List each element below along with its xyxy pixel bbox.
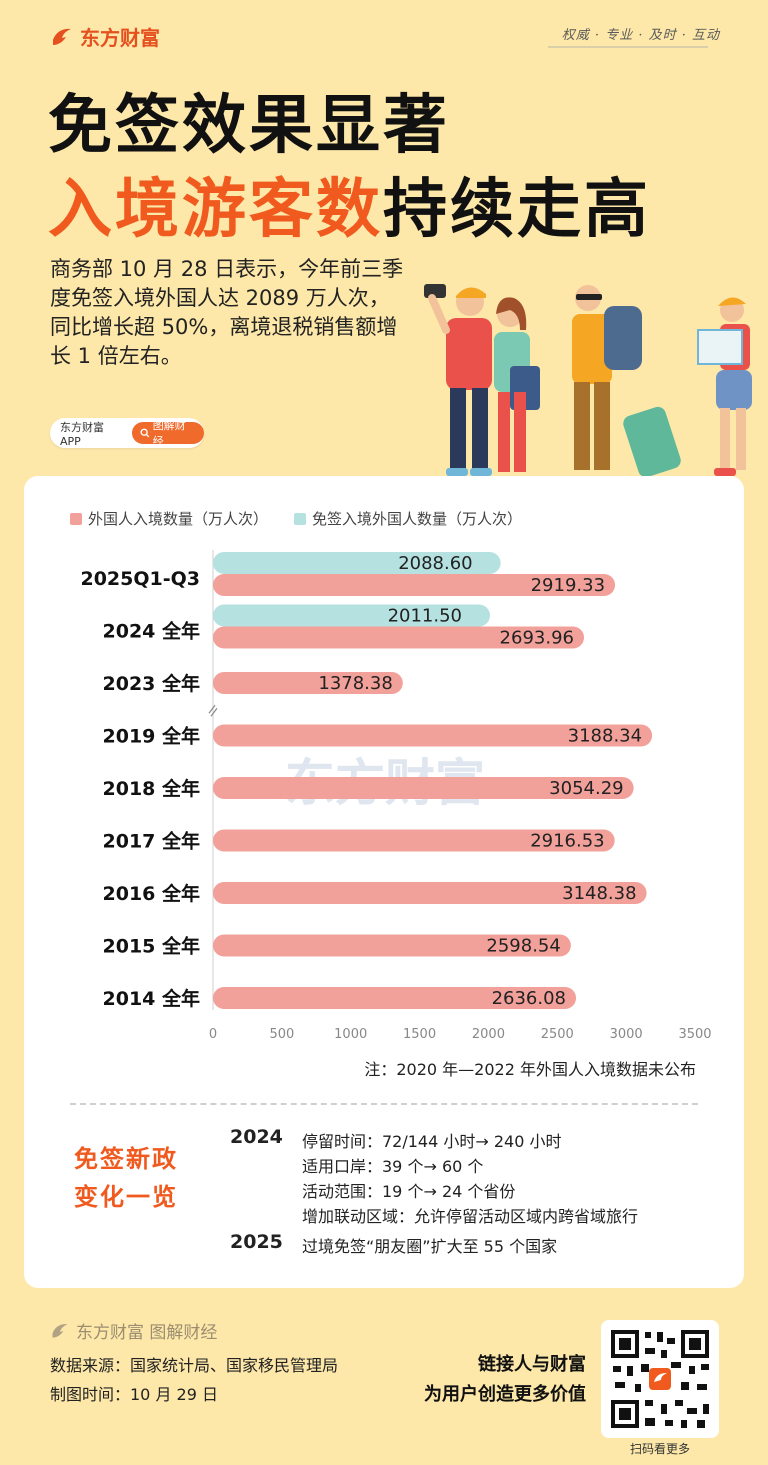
bar-visa-free-value-label: 2088.60: [398, 553, 472, 574]
bar-total-value-label: 3188.34: [568, 726, 642, 747]
bar-total: [213, 934, 571, 957]
x-tick-label: 0: [209, 1027, 217, 1042]
brand-tagline: 权威 · 专业 · 及时 · 互动: [561, 28, 720, 43]
qr-caption: 扫码看更多: [629, 1442, 690, 1456]
chart-note: 注：2020 年—2022 年外国人入境数据未公布: [364, 1060, 696, 1079]
footer-brand-text: 东方财富 图解财经: [76, 1323, 218, 1343]
bar-total-value-label: 2693.96: [500, 628, 574, 649]
traveler-map-reader-figure: [697, 297, 752, 476]
bar-total: [213, 626, 584, 649]
category-label: 2014 全年: [103, 987, 201, 1010]
category-label: 2017 全年: [103, 830, 201, 853]
category-label: 2016 全年: [103, 882, 201, 905]
bar-total: [213, 882, 647, 904]
policy-item: 增加联动区域：允许停留活动区域内跨省域旅行: [302, 1207, 639, 1226]
legend-item-visa-free: 免签入境外国人数量（万人次）: [294, 508, 522, 529]
section-divider: [70, 1103, 698, 1105]
bar-visa-free-value-label: 2011.50: [388, 606, 462, 627]
policy-heading-line-1: 免签新政: [74, 1144, 178, 1173]
legend-item-total: 外国人入境数量（万人次）: [70, 508, 268, 529]
category-label: 2019 全年: [103, 725, 201, 748]
headline-line-2: 入境游客数持续走高: [48, 158, 651, 250]
policy-item: 活动范围：19 个→ 24 个省份: [302, 1182, 516, 1201]
app-button[interactable]: 图解财经: [131, 419, 204, 448]
category-label: 2024 全年: [103, 620, 201, 643]
brand-name: 东方财富: [80, 26, 160, 50]
category-label: 2025Q1-Q3: [80, 568, 200, 590]
bar-total: [213, 724, 653, 747]
data-source: 数据来源：国家统计局、国家移民管理局: [50, 1356, 339, 1375]
search-icon: [140, 428, 150, 438]
brand-logo: 东方财富: [50, 22, 160, 51]
bar-total-value-label: 2916.53: [530, 831, 604, 852]
legend-swatch-visa-free: [294, 512, 307, 525]
x-tick-label: 3000: [610, 1027, 643, 1042]
qr-code[interactable]: [601, 1320, 719, 1438]
bar-total: [213, 777, 634, 799]
legend-swatch-total: [70, 512, 82, 525]
category-label: 2018 全年: [103, 777, 201, 800]
bar-visa-free: [213, 604, 491, 627]
headline-highlight: 入境游客数: [48, 173, 383, 247]
headline-line-1: 免签效果显著: [48, 89, 450, 163]
traveler-woman-figure: [494, 297, 540, 472]
footer-logo-icon: [52, 1323, 68, 1338]
x-tick-label: 1000: [334, 1027, 367, 1042]
policy-year-2024: 2024: [230, 1126, 283, 1148]
x-tick-label: 500: [269, 1027, 294, 1042]
category-label: 2023 全年: [103, 672, 201, 695]
travelers-illustration: [424, 284, 752, 478]
bar-total-value-label: 2598.54: [486, 936, 560, 957]
bar-total-value-label: 3054.29: [549, 778, 623, 799]
traveler-photographer-figure: [424, 284, 492, 476]
traveler-backpacker-figure: [572, 285, 681, 478]
x-tick-label: 2000: [472, 1027, 505, 1042]
x-tick-label: 3500: [678, 1027, 711, 1042]
intro-paragraph: 商务部 10 月 28 日表示，今年前三季度免签入境外国人达 2089 万人次，…: [50, 257, 404, 368]
bar-visa-free: [213, 552, 501, 574]
policy-year-2025: 2025: [230, 1231, 283, 1253]
legend-label-visa-free: 免签入境外国人数量（万人次）: [312, 510, 523, 528]
axis-break-mark: [208, 704, 216, 714]
bar-total: [213, 829, 615, 852]
bar-total-value-label: 1378.38: [318, 673, 392, 694]
x-tick-label: 1500: [403, 1027, 436, 1042]
app-badge[interactable]: 东方财富APP 图解财经: [50, 418, 204, 448]
chart-legend: 外国人入境数量（万人次） 免签入境外国人数量（万人次）: [70, 508, 540, 529]
category-label: 2015 全年: [103, 935, 201, 958]
slogan-line-2: 为用户创造更多价值: [424, 1384, 586, 1405]
legend-label-total: 外国人入境数量（万人次）: [88, 510, 269, 528]
policy-item: 适用口岸：39 个→ 60 个: [302, 1157, 484, 1176]
bar-total-value-label: 3148.38: [562, 883, 636, 904]
policy-heading: 免签新政 变化一览: [74, 1140, 194, 1216]
headline-rest: 持续走高: [383, 173, 651, 247]
bar-total-value-label: 2636.08: [492, 988, 566, 1009]
made-date: 制图时间：10 月 29 日: [50, 1385, 218, 1404]
bar-total: [213, 672, 403, 694]
tagline-underline: [548, 46, 708, 48]
x-tick-label: 2500: [541, 1027, 574, 1042]
axis-break-mark: [210, 707, 218, 717]
bar-total: [213, 574, 616, 596]
policy-heading-line-2: 变化一览: [74, 1182, 178, 1211]
bar-total-value-label: 2919.33: [531, 575, 605, 596]
bar-total: [213, 987, 577, 1009]
app-button-label: 图解财经: [152, 419, 186, 448]
footer-brand: 东方财富 图解财经: [50, 1318, 217, 1343]
policy-item: 停留时间：72/144 小时→ 240 小时: [302, 1132, 562, 1151]
brand-logo-icon: [53, 28, 71, 45]
app-name: 东方财富APP: [60, 420, 104, 448]
slogan-line-1: 链接人与财富: [478, 1354, 586, 1375]
policy-item: 过境免签“朋友圈”扩大至 55 个国家: [302, 1237, 558, 1256]
